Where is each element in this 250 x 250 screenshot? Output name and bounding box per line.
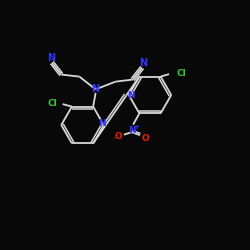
Text: Cl: Cl <box>176 69 186 78</box>
Text: N: N <box>92 84 100 94</box>
Text: Cl: Cl <box>48 99 58 108</box>
Text: N: N <box>127 91 135 100</box>
Text: +: + <box>134 124 139 130</box>
Text: ⁻: ⁻ <box>112 135 116 144</box>
Text: O: O <box>115 132 123 141</box>
Text: N: N <box>47 52 55 62</box>
Text: O: O <box>142 134 149 143</box>
Text: N: N <box>128 126 136 135</box>
Text: N: N <box>98 119 106 128</box>
Text: N: N <box>140 58 148 68</box>
